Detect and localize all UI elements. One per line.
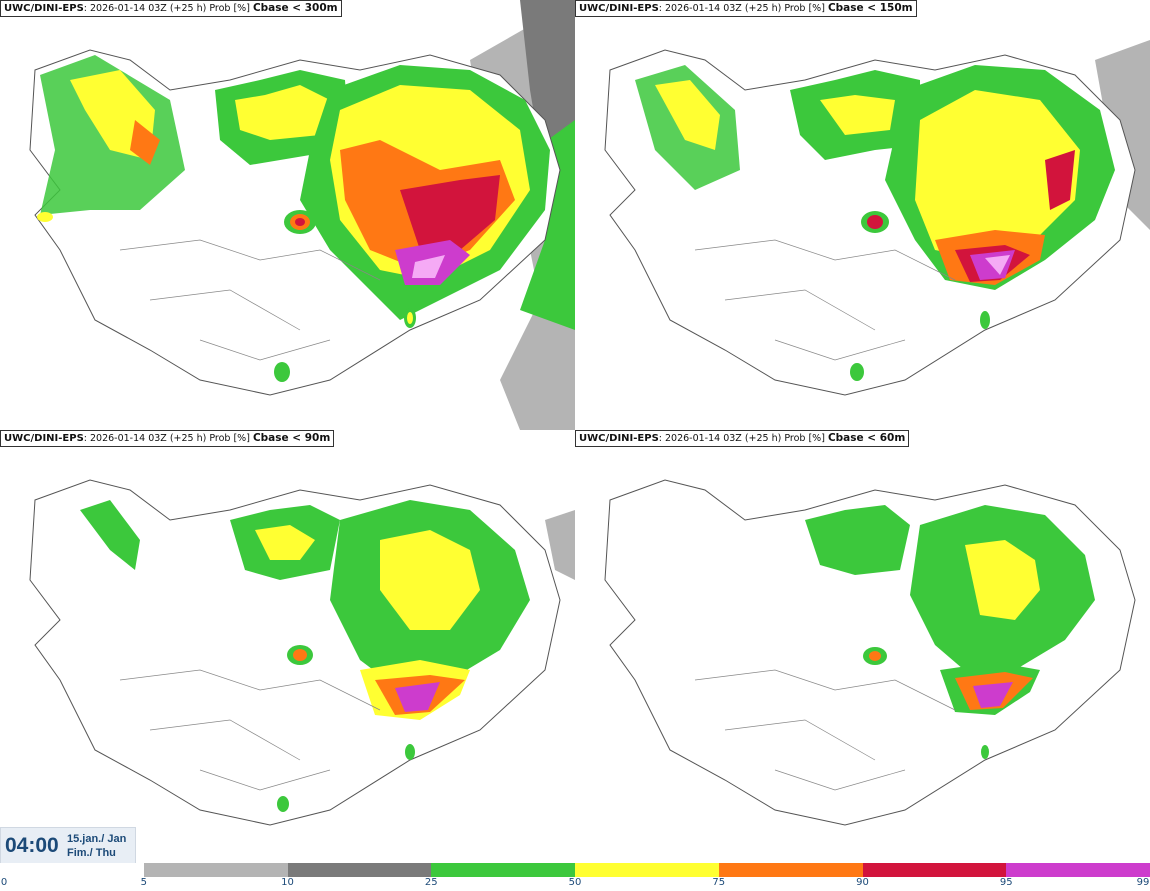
map-panel-cbase-150m: UWC/DINI-EPS: 2026-01-14 03Z (+25 h) Pro…	[575, 0, 1150, 430]
iceland-probability-map	[604, 479, 1136, 826]
legend-color-segment	[143, 863, 288, 877]
legend-tick-label: 95	[999, 877, 1013, 888]
valid-time-box: 04:00 15.jan./ Jan Fim./ Thu	[0, 827, 136, 865]
valid-time: 04:00	[5, 834, 59, 857]
legend-tick-label: 75	[712, 877, 726, 888]
legend-tick-label: 5	[140, 877, 147, 888]
legend-tick-label: 99	[1136, 877, 1150, 888]
legend-color-segment	[287, 863, 432, 877]
probability-legend: 0 5 10 25 50 75 90 95 99	[0, 863, 1150, 891]
panel-title: UWC/DINI-EPS: 2026-01-14 03Z (+25 h) Pro…	[0, 430, 335, 447]
iceland-probability-map	[29, 479, 575, 826]
legend-tick-label: 0	[0, 877, 8, 888]
legend-color-segment	[575, 863, 719, 877]
legend-tick-label: 10	[281, 877, 294, 888]
map-panel-cbase-300m: UWC/DINI-EPS: 2026-01-14 03Z (+25 h) Pro…	[0, 0, 575, 430]
legend-color-segment	[1006, 863, 1150, 877]
legend-tick-label: 25	[424, 877, 438, 888]
map-panel-cbase-90m: UWC/DINI-EPS: 2026-01-14 03Z (+25 h) Pro…	[0, 430, 575, 860]
panel-title: UWC/DINI-EPS: 2026-01-14 03Z (+25 h) Pro…	[575, 430, 910, 447]
panel-title: UWC/DINI-EPS: 2026-01-14 03Z (+25 h) Pro…	[575, 0, 917, 17]
panel-title: UWC/DINI-EPS: 2026-01-14 03Z (+25 h) Pro…	[0, 0, 342, 17]
map-panel-cbase-60m: UWC/DINI-EPS: 2026-01-14 03Z (+25 h) Pro…	[575, 430, 1150, 860]
legend-tick-label: 90	[856, 877, 869, 888]
legend-tick-label: 50	[568, 877, 582, 888]
legend-color-segment	[0, 863, 144, 877]
legend-color-segment	[862, 863, 1007, 877]
iceland-probability-map	[29, 0, 575, 430]
valid-date: 15.jan./ Jan Fim./ Thu	[67, 833, 127, 859]
legend-color-segment	[718, 863, 863, 877]
iceland-probability-map	[604, 40, 1150, 396]
legend-color-segment	[431, 863, 575, 877]
